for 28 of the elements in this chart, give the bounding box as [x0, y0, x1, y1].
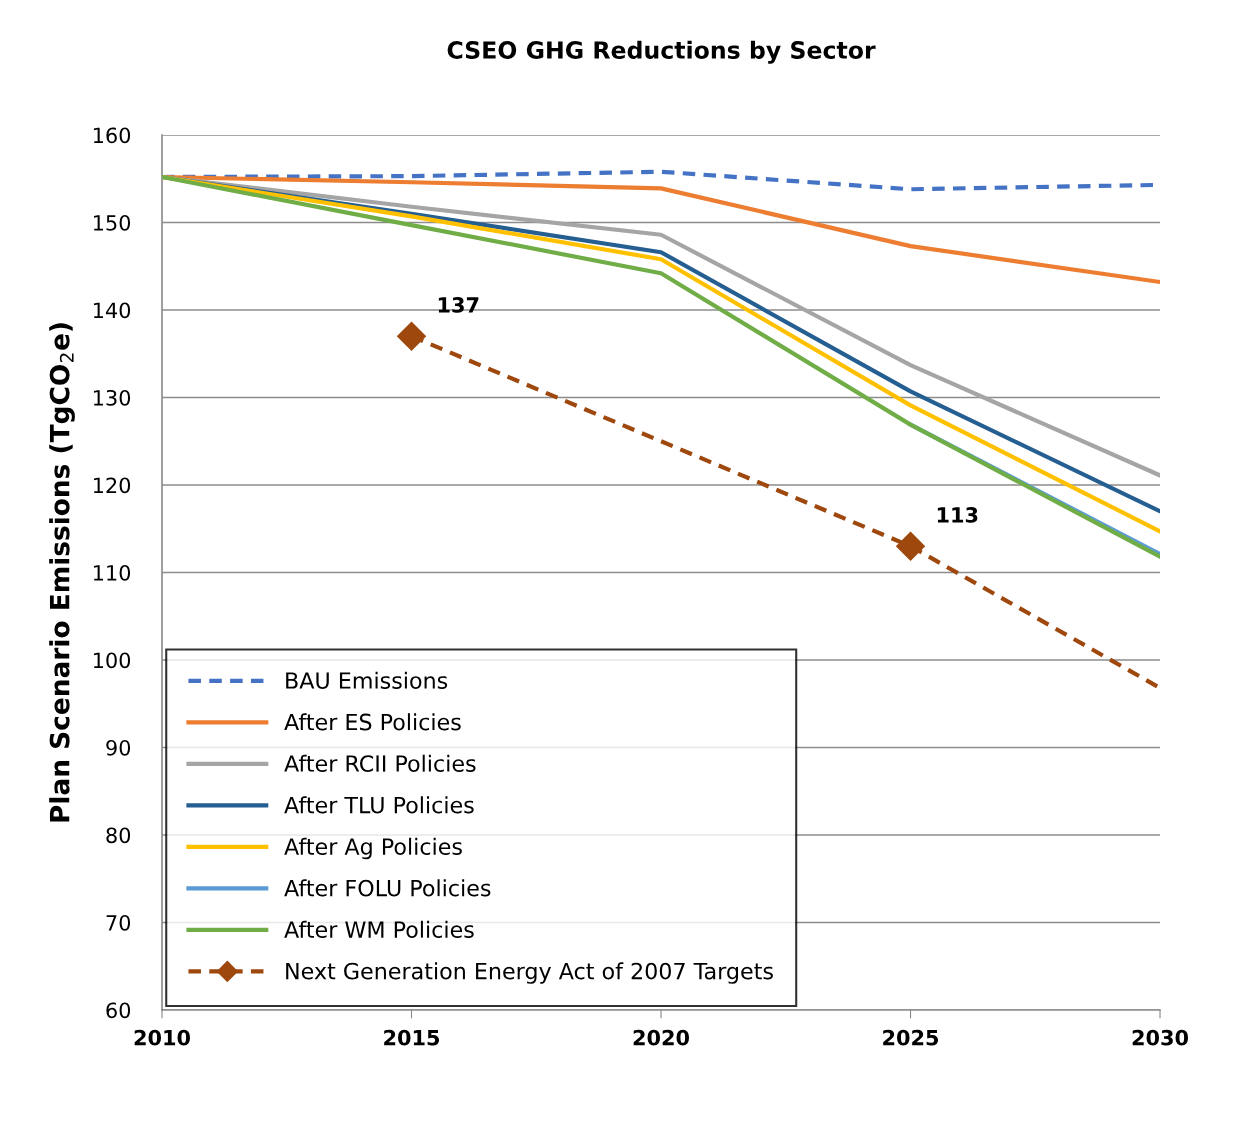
y-tick-label: 150	[93, 214, 131, 231]
legend-label: After RCII Policies	[284, 754, 476, 772]
y-tick-label: 140	[93, 302, 131, 319]
legend-label: After TLU Policies	[284, 796, 474, 814]
y-tick-label: 90	[106, 739, 131, 756]
y-tick-label: 70	[106, 914, 131, 931]
legend-label: After WM Policies	[284, 920, 474, 938]
y-tick-label: 160	[93, 127, 131, 144]
legend-label: BAU Emissions	[286, 671, 448, 689]
y-axis-title: Plan Scenario Emissions (TgCO$_{2}$e)	[49, 323, 75, 822]
legend-label: After ES Policies	[284, 713, 461, 731]
y-tick-label: 80	[106, 827, 131, 844]
y-tick-label: 60	[106, 1002, 131, 1019]
legend-label: After FOLU Policies	[284, 879, 491, 897]
legend-label: Next Generation Energy Act of 2007 Targets	[286, 962, 773, 984]
y-tick-label: 110	[93, 564, 131, 581]
data-label: 137	[438, 297, 479, 313]
legend-label: After Ag Policies	[284, 837, 462, 860]
x-tick-label: 2010	[134, 1029, 191, 1046]
chart-title: CSEO GHG Reductions by Sector	[447, 40, 876, 64]
x-tick-label: 2015	[384, 1029, 440, 1046]
y-tick-label: 100	[93, 652, 131, 669]
x-tick-label: 2020	[633, 1029, 690, 1046]
x-tick-label: 2030	[1132, 1029, 1189, 1046]
y-tick-label: 120	[93, 477, 131, 494]
x-tick-label: 2025	[883, 1029, 939, 1046]
data-label: 113	[937, 507, 978, 523]
y-tick-label: 130	[93, 389, 131, 406]
